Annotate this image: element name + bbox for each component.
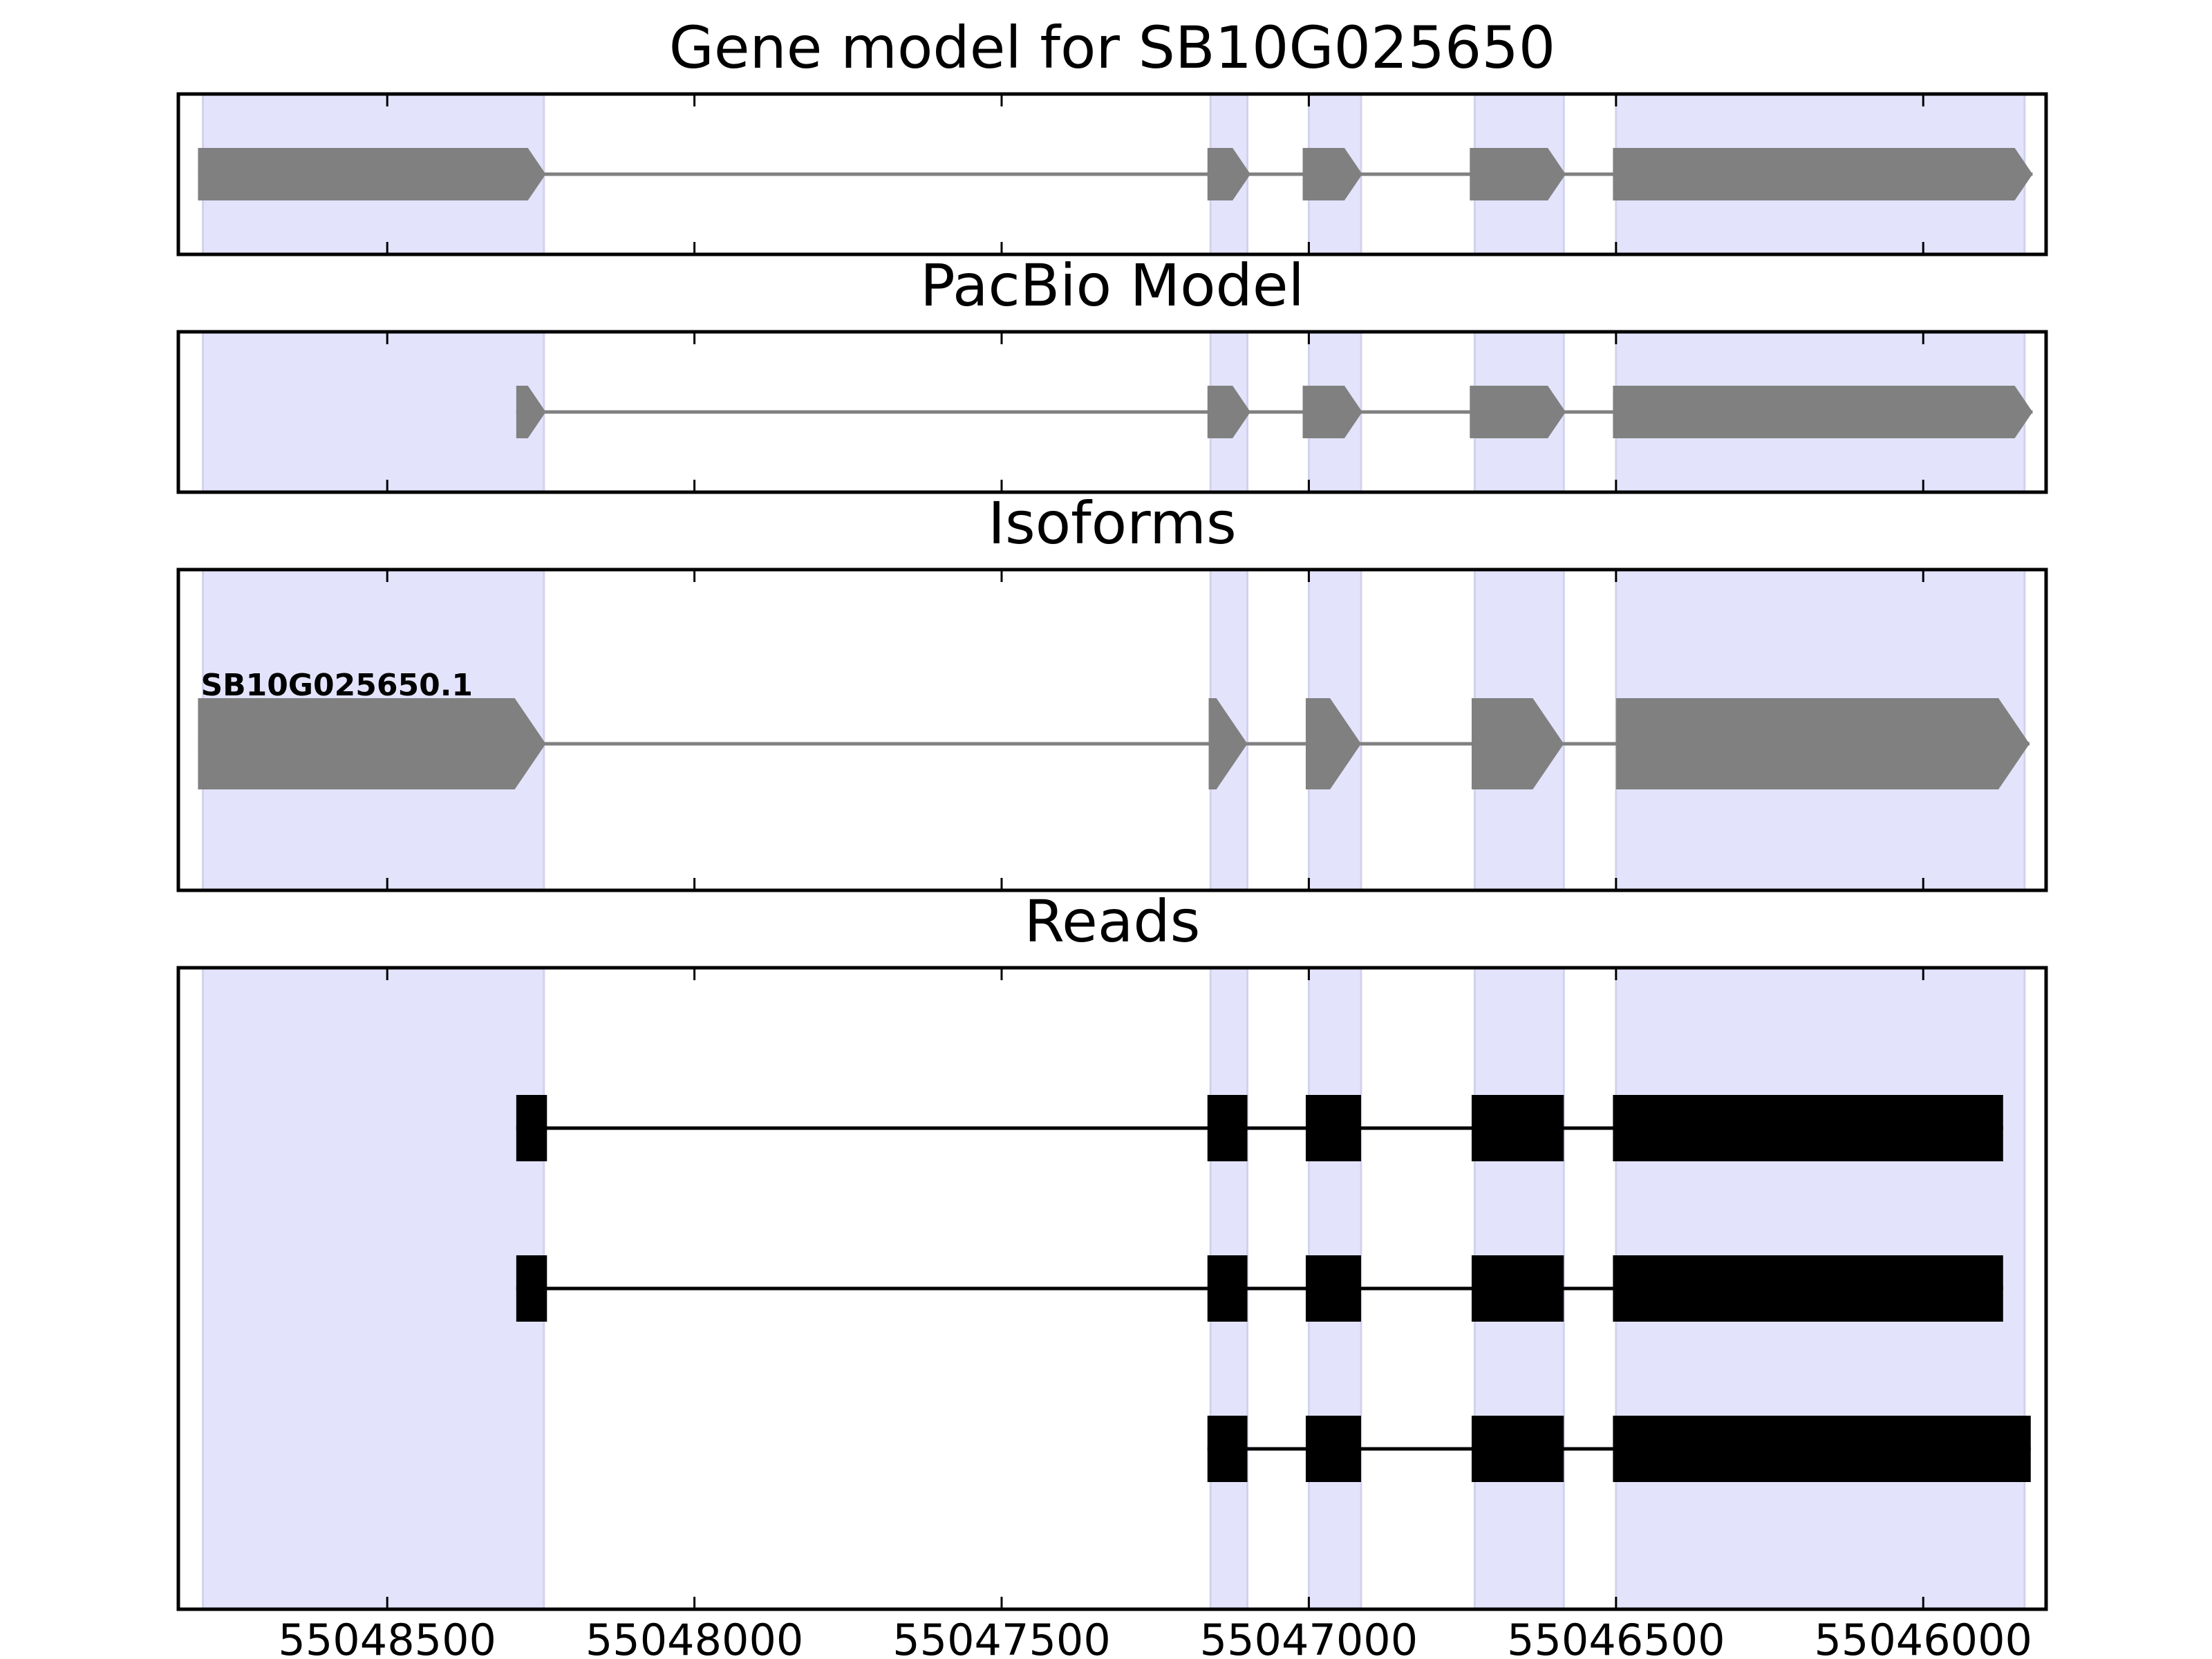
- read-exon: [1305, 1416, 1361, 1482]
- x-tick-label: 55047000: [1200, 1615, 1418, 1659]
- read-exon: [1613, 1255, 2003, 1322]
- isoforms-title: Isoforms: [988, 489, 1237, 557]
- read-exon: [1207, 1416, 1248, 1482]
- read-exon: [1207, 1255, 1248, 1322]
- exon-block: [1613, 386, 2033, 438]
- exon-block: [1305, 698, 1361, 789]
- exon-block: [1208, 698, 1248, 789]
- read-exon: [1207, 1095, 1248, 1161]
- read-exon: [516, 1255, 547, 1322]
- exon-block: [1207, 386, 1250, 438]
- read-exon: [1471, 1095, 1564, 1161]
- pacbio-panel: PacBio Model: [176, 252, 2048, 494]
- reads-panel: Reads: [176, 888, 2048, 1611]
- exon-block: [1470, 386, 1566, 438]
- exon-block: [1302, 386, 1362, 438]
- x-tick-label: 55048000: [585, 1615, 804, 1659]
- pacbio-frame: [176, 330, 2048, 494]
- exon-block: [1615, 698, 2030, 789]
- x-tick-label: 55047500: [892, 1615, 1111, 1659]
- exon-block: [1207, 148, 1250, 200]
- exon-block: [1470, 148, 1566, 200]
- exon-block: [198, 698, 546, 789]
- highlight-region: [202, 330, 545, 494]
- pacbio-title: PacBio Model: [920, 252, 1304, 319]
- exon-block: [1471, 698, 1564, 789]
- x-tick-label: 55046500: [1507, 1615, 1725, 1659]
- read-exon: [1471, 1255, 1564, 1322]
- exon-block: [516, 386, 546, 438]
- isoforms-panel: Isoforms SB10G025650.1: [176, 489, 2048, 892]
- exon-block: [1613, 148, 2033, 200]
- reads-frame: [176, 966, 2048, 1611]
- gene-panel: Gene model for SB10G025650: [176, 14, 2048, 256]
- read-exon: [1305, 1095, 1361, 1161]
- x-tick-label: 55048500: [278, 1615, 496, 1659]
- exon-block: [1302, 148, 1362, 200]
- highlight-region: [202, 966, 545, 1611]
- exon-block: [198, 148, 546, 200]
- read-exon: [1305, 1255, 1361, 1322]
- read-exon: [1471, 1416, 1564, 1482]
- read-exon: [516, 1095, 547, 1161]
- gene-frame: [176, 92, 2048, 256]
- x-tick-label: 55046000: [1814, 1615, 2032, 1659]
- gene-title: Gene model for SB10G025650: [669, 14, 1555, 82]
- read-exon: [1613, 1416, 2031, 1482]
- read-exon: [1613, 1095, 2003, 1161]
- reads-title: Reads: [1024, 888, 1201, 955]
- isoforms-frame: [176, 568, 2048, 892]
- isoform-label: SB10G025650.1: [200, 668, 473, 703]
